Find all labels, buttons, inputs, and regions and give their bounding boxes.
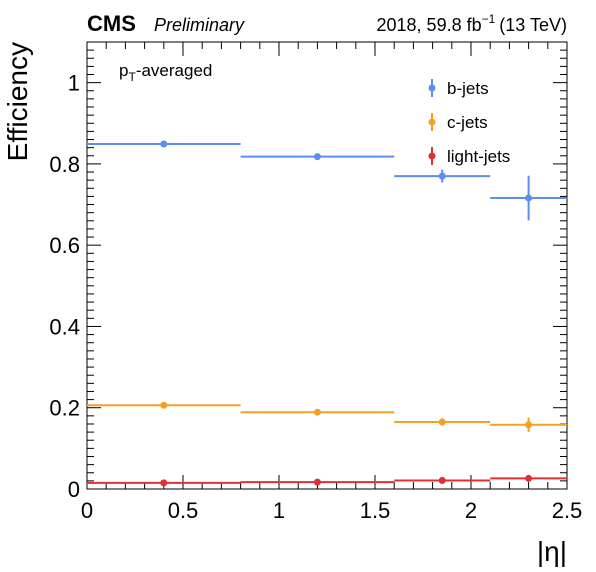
- series-b-jets: [87, 140, 567, 221]
- y-tick-label: 1: [68, 71, 80, 96]
- x-tick-label: 0: [81, 498, 93, 523]
- series-c-jets: [87, 401, 567, 433]
- y-tick-label: 0.8: [49, 152, 80, 177]
- experiment-label: CMS: [87, 11, 136, 36]
- y-axis-title: Efficiency: [2, 42, 33, 161]
- lumi-label: 2018, 59.8 fb−1 (13 TeV): [377, 12, 567, 35]
- legend-label: light-jets: [447, 147, 510, 166]
- energy-text: (13 TeV): [499, 15, 567, 35]
- legend: b-jets c-jets light-jets: [428, 79, 510, 166]
- pt-rest: -averaged: [136, 61, 213, 80]
- plot-area: [86, 41, 568, 490]
- data-point: [438, 476, 446, 484]
- data-point: [438, 418, 446, 426]
- data-series: [87, 140, 567, 487]
- lumi-text: 2018, 59.8 fb: [377, 15, 482, 35]
- data-point: [525, 421, 533, 429]
- data-point: [160, 140, 168, 148]
- y-tick-label: 0: [68, 477, 80, 502]
- data-point: [160, 401, 168, 409]
- lumi-exponent: −1: [482, 12, 496, 26]
- legend-entry: b-jets: [428, 79, 489, 98]
- x-axis-ticks: 0 0.5 1 1.5 2 2.5: [81, 42, 582, 523]
- legend-entry: light-jets: [428, 147, 510, 166]
- data-point: [160, 479, 168, 487]
- y-tick-label: 0.2: [49, 396, 80, 421]
- data-point: [525, 474, 533, 482]
- legend-label: c-jets: [447, 113, 488, 132]
- x-tick-label: 1: [273, 498, 285, 523]
- pt-averaged-label: pT-averaged: [119, 61, 212, 84]
- data-point: [313, 153, 321, 161]
- x-tick-label: 0.5: [168, 498, 199, 523]
- data-point: [525, 194, 533, 202]
- legend-label: b-jets: [447, 79, 489, 98]
- status-label: Preliminary: [154, 15, 245, 35]
- x-tick-label: 1.5: [360, 498, 391, 523]
- legend-marker: [428, 118, 436, 126]
- pt-sub: T: [128, 70, 136, 84]
- y-tick-label: 0.4: [49, 314, 80, 339]
- data-point: [313, 478, 321, 486]
- legend-marker: [428, 84, 436, 92]
- x-tick-label: 2.5: [552, 498, 583, 523]
- series-light-jets: [87, 474, 567, 487]
- y-axis-ticks: 0 0.2 0.4 0.6 0.8 1: [49, 41, 567, 502]
- legend-entry: c-jets: [428, 113, 488, 132]
- legend-marker: [428, 152, 436, 160]
- data-point: [438, 172, 446, 180]
- x-axis-title: |η|: [537, 536, 567, 567]
- y-tick-label: 0.6: [49, 233, 80, 258]
- x-tick-label: 2: [465, 498, 477, 523]
- plot-frame: [86, 41, 568, 490]
- pt-base: p: [119, 61, 128, 80]
- data-point: [313, 408, 321, 416]
